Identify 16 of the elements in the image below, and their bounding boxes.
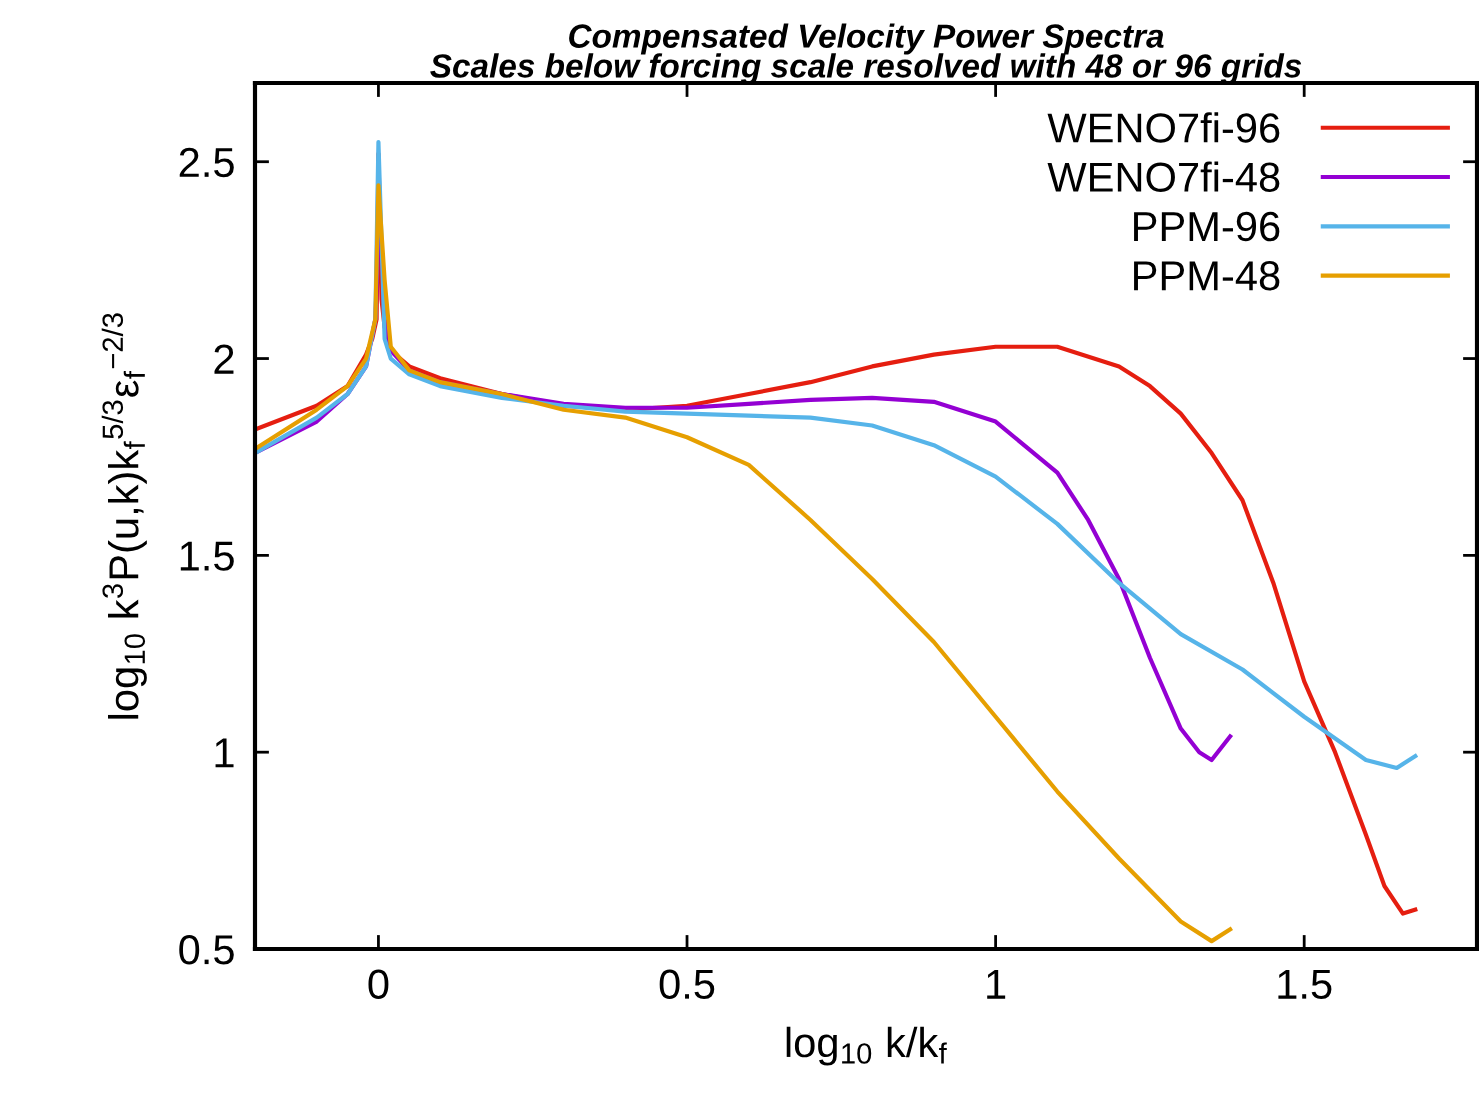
legend-label: PPM-96: [1134, 211, 1280, 242]
x-tick-label: 1.5: [1278, 969, 1332, 1000]
legend-label: WENO7fi-96: [1047, 112, 1280, 143]
y-tick-label: 1: [215, 738, 234, 768]
legend-label: PPM-48: [1134, 261, 1280, 291]
text: log$_{10}$ k$^{3}$P(u,k)k$_{f}$$^{5/3}$ε$_{f}$$^{−2/3}$: [101, 313, 147, 719]
legend-label: WENO7fi-48: [1047, 161, 1280, 193]
y-tick-label: 2: [214, 344, 234, 374]
x-tick-label: 0: [368, 969, 389, 1000]
chart-title: Compensated Velocity Power Spectra Scales below forcing scale resolved with 48 or 96 grids: [430, 23, 1302, 85]
x-tick-label: 0.5: [659, 969, 715, 1000]
y-tick-label: 2.5: [179, 147, 234, 178]
y-tick-label: 0.5: [179, 935, 234, 965]
x-axis-title: log$_{10}$ k/k$_{f}$: [786, 1026, 947, 1066]
x-tick-label: 1: [987, 969, 1006, 999]
y-tick-label: 1.5: [180, 541, 234, 571]
